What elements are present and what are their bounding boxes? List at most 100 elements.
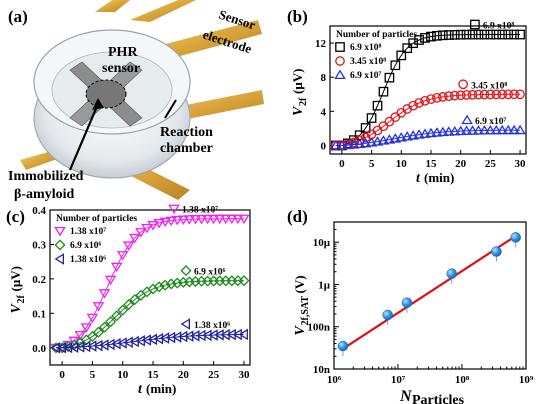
x-tick-label: 10 xyxy=(396,158,408,170)
data-point xyxy=(497,89,508,100)
y-axis-label: V xyxy=(9,303,24,314)
x-axis-label: t xyxy=(416,171,421,186)
data-point xyxy=(426,94,436,104)
x-tick-label: 10⁹ xyxy=(519,374,534,386)
y-axis-unit: (μV) xyxy=(8,266,23,291)
data-point xyxy=(443,91,454,102)
data-point xyxy=(502,124,514,135)
label-immobilized-2: β-amyloid xyxy=(14,187,74,202)
y-tick-label: 10n xyxy=(313,364,330,376)
plot-frame xyxy=(329,25,527,155)
curve-label: 6.9 x10⁸ xyxy=(483,22,515,32)
data-point xyxy=(414,98,424,108)
y-tick-label: 0.4 xyxy=(32,205,46,217)
data-point xyxy=(50,341,61,354)
data-point xyxy=(177,215,190,225)
legend-label: 6.9 x10⁸ xyxy=(350,43,382,53)
data-point xyxy=(214,329,224,341)
data-point xyxy=(378,86,389,97)
data-point xyxy=(496,124,509,135)
label-chamber-2: chamber xyxy=(160,141,213,156)
data-point xyxy=(390,60,401,71)
y-tick-label: 0.2 xyxy=(32,274,46,286)
x-axis-label: N xyxy=(399,388,413,404)
data-point xyxy=(353,138,366,148)
y-tick-label: 10μ xyxy=(313,237,331,249)
series-2 xyxy=(50,328,248,354)
data-point xyxy=(360,123,371,133)
data-point xyxy=(515,89,525,100)
arrow-chamber xyxy=(164,99,177,119)
panel-label-a: (a) xyxy=(8,7,28,26)
data-point xyxy=(220,328,230,341)
data-point xyxy=(365,137,378,147)
x-tick-label: 20 xyxy=(455,158,467,170)
data-point xyxy=(510,232,521,243)
data-point xyxy=(382,309,393,321)
x-tick-label: 30 xyxy=(515,158,527,170)
y-axis-label: V xyxy=(293,325,308,336)
data-point xyxy=(515,29,525,40)
data-point xyxy=(226,214,238,225)
series-1 xyxy=(331,89,525,151)
plot-frame xyxy=(333,221,527,370)
data-point xyxy=(219,214,232,225)
legend-marker xyxy=(334,69,346,80)
legend-label: 1.38 x10⁶ xyxy=(70,255,106,265)
data-point xyxy=(432,92,442,103)
data-point xyxy=(491,29,502,40)
data-point xyxy=(460,125,473,135)
data-point xyxy=(232,214,244,225)
data-point xyxy=(195,214,208,225)
y-tick-label: 100n xyxy=(307,322,330,334)
y-tick-label: 12 xyxy=(315,38,327,50)
data-point xyxy=(449,29,460,40)
label-phr-1: PHR xyxy=(108,45,138,60)
data-point xyxy=(99,321,111,333)
fit-line xyxy=(342,235,517,350)
x-tick-label: 10 xyxy=(117,369,129,381)
curve-label: 1.38 x10⁶ xyxy=(194,321,230,331)
panel-label: (c) xyxy=(6,207,25,226)
data-point xyxy=(497,29,508,40)
arrow-immobilized xyxy=(68,103,100,171)
x-tick-label: 25 xyxy=(208,369,220,381)
phr-sensor-shape xyxy=(69,61,143,127)
data-point xyxy=(443,126,455,136)
data-point xyxy=(485,29,496,40)
data-point xyxy=(165,278,177,290)
data-point xyxy=(354,135,365,146)
data-point xyxy=(336,140,348,150)
data-point xyxy=(153,218,165,229)
x-tick-label: 0 xyxy=(339,158,345,170)
x-tick-label: 10⁷ xyxy=(391,374,406,386)
data-point xyxy=(508,124,520,135)
data-point xyxy=(419,128,431,138)
panel-label: (b) xyxy=(287,7,308,26)
data-point xyxy=(147,221,159,231)
data-point xyxy=(491,246,502,257)
x-tick-label: 5 xyxy=(90,369,96,381)
data-point xyxy=(104,275,117,286)
data-point xyxy=(86,330,98,342)
chart-d: 10⁶ 10⁷ 10⁸ 10⁹ 10n 100n 1μ 10μ N Particles V2f,SA… xyxy=(287,207,534,404)
data-point xyxy=(129,294,141,306)
data-point xyxy=(201,214,214,225)
data-point xyxy=(467,89,478,100)
y-tick-label: 0.0 xyxy=(32,343,46,355)
legend-marker xyxy=(335,42,345,52)
data-point xyxy=(74,330,87,341)
curve-label-marker xyxy=(458,79,468,90)
data-point xyxy=(437,126,449,137)
label-immobilized-1: Immobilized xyxy=(8,169,84,184)
data-point xyxy=(431,127,443,137)
data-point xyxy=(384,72,395,83)
y-axis-label-sub: 2f xyxy=(298,97,309,106)
curve-label-marker xyxy=(470,19,480,30)
x-tick-label: 10⁶ xyxy=(327,374,342,386)
data-point xyxy=(165,216,177,227)
x-axis-label-sub: Particles xyxy=(412,393,465,404)
data-point xyxy=(80,323,93,333)
legend-title: Number of particles xyxy=(336,30,417,40)
data-point xyxy=(437,92,448,102)
